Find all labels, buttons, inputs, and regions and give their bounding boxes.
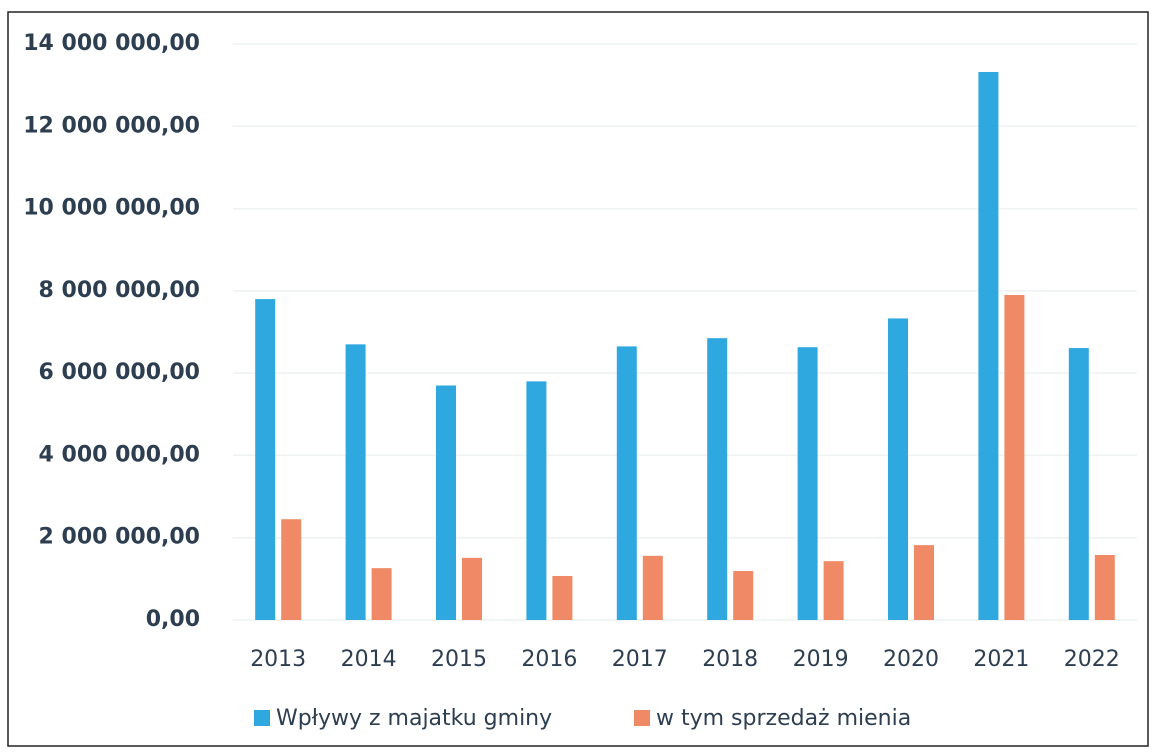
y-tick-label: 6 000 000,00 bbox=[39, 360, 200, 385]
legend-swatch bbox=[634, 710, 650, 726]
x-tick-label: 2016 bbox=[521, 647, 577, 672]
legend-label: w tym sprzedaż mienia bbox=[656, 706, 911, 731]
bar bbox=[978, 71, 999, 620]
bar bbox=[1094, 554, 1115, 620]
bar bbox=[462, 557, 482, 620]
bar bbox=[1004, 294, 1025, 620]
y-tick-label: 8 000 000,00 bbox=[39, 278, 200, 303]
bar bbox=[823, 561, 844, 620]
x-tick-label: 2019 bbox=[793, 647, 849, 672]
bar bbox=[888, 318, 908, 620]
y-tick-label: 0,00 bbox=[146, 607, 200, 632]
y-tick-label: 10 000 000,00 bbox=[23, 196, 200, 221]
bar bbox=[281, 519, 302, 620]
bar bbox=[1068, 348, 1089, 620]
bar bbox=[642, 555, 663, 620]
bar bbox=[914, 545, 934, 620]
x-tick-label: 2022 bbox=[1064, 647, 1120, 672]
x-tick-label: 2014 bbox=[341, 647, 397, 672]
x-tick-label: 2015 bbox=[431, 647, 487, 672]
x-tick-label: 2017 bbox=[612, 647, 668, 672]
y-tick-label: 2 000 000,00 bbox=[39, 525, 200, 550]
bar bbox=[552, 575, 573, 620]
y-tick-label: 14 000 000,00 bbox=[23, 31, 200, 56]
bar bbox=[797, 347, 818, 620]
bar bbox=[616, 346, 637, 620]
bar bbox=[255, 299, 276, 620]
x-tick-label: 2018 bbox=[702, 647, 758, 672]
bar bbox=[733, 571, 754, 620]
x-tick-label: 2020 bbox=[883, 647, 939, 672]
bar bbox=[371, 568, 392, 620]
y-tick-label: 12 000 000,00 bbox=[23, 113, 200, 138]
legend-swatch bbox=[254, 710, 270, 726]
bar bbox=[526, 381, 547, 620]
legend-label: Wpływy z majatku gminy bbox=[276, 706, 552, 731]
x-tick-label: 2013 bbox=[250, 647, 306, 672]
y-tick-label: 4 000 000,00 bbox=[39, 442, 200, 467]
x-tick-label: 2021 bbox=[973, 647, 1029, 672]
bar bbox=[345, 344, 366, 620]
chart-frame bbox=[7, 11, 1149, 747]
bar bbox=[707, 338, 728, 620]
bar bbox=[436, 385, 456, 620]
